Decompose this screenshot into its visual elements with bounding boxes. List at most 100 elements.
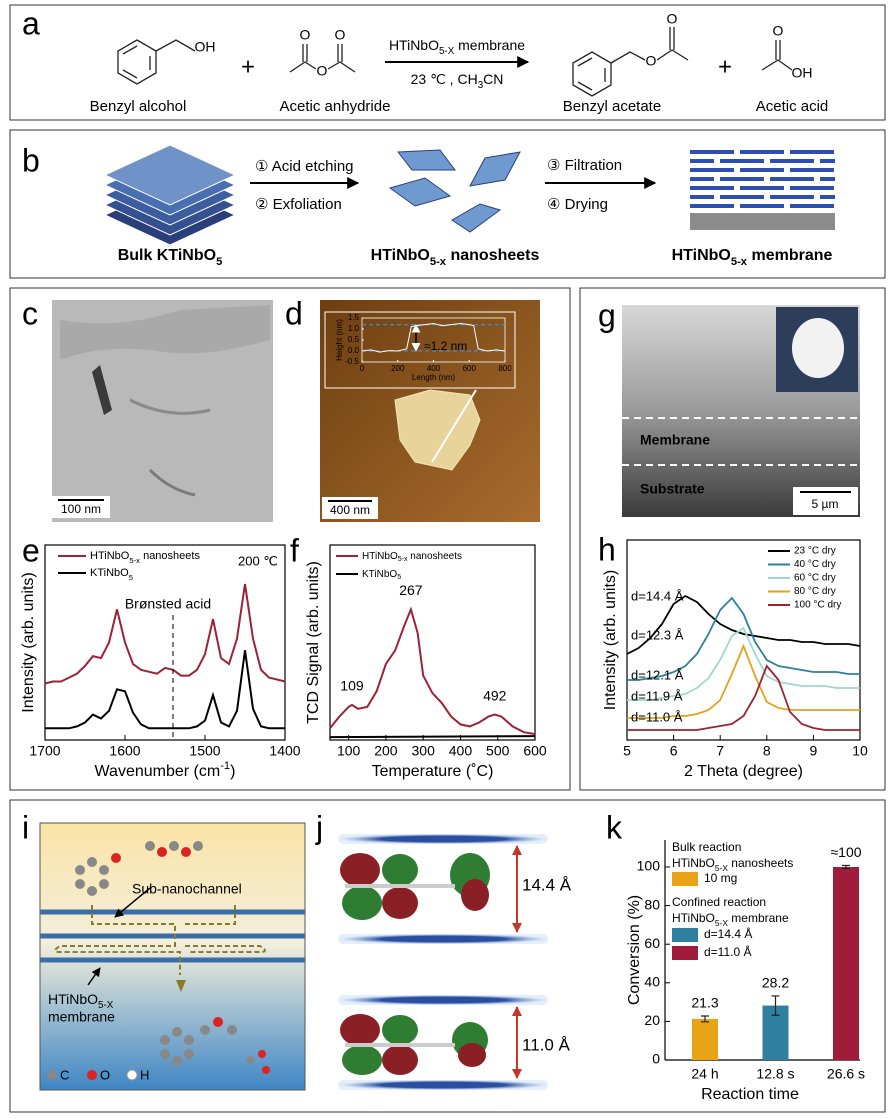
flake-edge	[129, 398, 211, 415]
membrane-illustration	[690, 150, 835, 230]
script-part: 3	[478, 80, 484, 91]
orbital-lobe	[461, 879, 489, 911]
script-part: 5	[216, 256, 222, 268]
x-tick-label: 400	[449, 743, 473, 759]
nanosheet-layer	[338, 834, 548, 844]
x-tick-label: 10	[852, 743, 868, 759]
y-tick-label: 40	[644, 974, 660, 990]
atom-legend-label: C	[60, 1067, 69, 1082]
orbital-lobe	[382, 854, 418, 886]
script-part: 5-X	[715, 918, 728, 928]
molecule-structures	[117, 27, 793, 97]
text-part: Wavenumber (cm	[95, 763, 221, 780]
atom	[262, 1066, 270, 1074]
text-part: HTiNbO	[48, 991, 98, 1007]
text-part: membrane	[728, 911, 789, 925]
legend-header: HTiNbO5-X nanosheets	[672, 856, 793, 873]
text-part: HTiNbO	[90, 550, 130, 562]
atom-label: OH	[792, 65, 813, 81]
atom	[169, 841, 179, 851]
panel-label: g	[598, 297, 616, 333]
atom	[200, 1025, 210, 1035]
script-part: 5	[129, 573, 133, 582]
annotation: 200 ℃	[238, 553, 278, 568]
atom	[172, 1056, 182, 1066]
flake	[60, 305, 270, 360]
data-line	[626, 594, 861, 655]
d-spacing-label: d=12.3 Å	[631, 627, 684, 642]
data-line	[627, 664, 860, 731]
x-tick-label: 7	[716, 743, 724, 759]
flake-edge	[92, 365, 112, 415]
x-tick-label: 100	[337, 743, 361, 759]
atom	[184, 1035, 194, 1045]
script-part: 5-x	[731, 256, 748, 268]
tem-image	[52, 300, 273, 522]
panel-label: a	[22, 5, 40, 41]
process-step: ④ Drying	[547, 196, 608, 213]
plot-frame	[329, 544, 536, 741]
pointer-arrow	[87, 967, 101, 986]
compound-name: Benzyl acetate	[563, 98, 661, 115]
x-tick-label: 600	[523, 743, 547, 759]
data-line	[329, 735, 536, 739]
peak-label: 109	[340, 678, 364, 694]
scale-bar-box	[52, 496, 110, 518]
d-spacing-label: d=11.0 Å	[631, 709, 683, 724]
atom	[258, 1050, 266, 1058]
plus-sign: +	[241, 53, 255, 80]
x-tick-label: 600	[463, 364, 477, 373]
x-tick-label: 800	[498, 364, 512, 373]
legend-label: HTiNbO5-x nanosheets	[362, 551, 462, 564]
scale-bar-box	[322, 497, 378, 519]
legend-label: 80 °C dry	[794, 586, 836, 597]
x-tick-label: 26.6 s	[827, 1066, 865, 1082]
panel-label: e	[22, 532, 40, 568]
legend-label: d=14.4 Å	[704, 926, 752, 941]
text-part: nanosheets	[446, 247, 539, 264]
annotation: ≈1.2 nm	[424, 339, 467, 353]
diffusion-path	[54, 905, 266, 975]
material-label: Bulk KTiNbO5	[118, 247, 223, 268]
atom-legend-c	[47, 1070, 57, 1080]
x-tick-label: 12.8 s	[756, 1066, 794, 1082]
nanosheet-layer	[338, 995, 548, 1005]
process-step: ① Acid etching	[255, 158, 354, 175]
sem-image	[622, 305, 860, 517]
substrate	[690, 213, 835, 230]
membrane-label: membrane	[48, 1009, 115, 1025]
atom-legend-label: O	[100, 1067, 110, 1082]
panel-frame	[9, 129, 886, 279]
text-part: HTiNbO	[362, 551, 398, 562]
orbital-lobe	[382, 1045, 418, 1075]
atom	[160, 1049, 170, 1059]
panel-label: d	[285, 295, 303, 331]
reaction-catalyst: HTiNbO5-X membrane	[389, 37, 525, 57]
panel-frame	[579, 287, 886, 791]
nanosheet	[388, 177, 452, 207]
peak-label: 267	[399, 582, 423, 598]
x-axis-label: Length (nm)	[412, 373, 455, 382]
compound-name: Benzyl alcohol	[90, 98, 187, 115]
x-tick-label: 1500	[189, 743, 220, 759]
nanosheets	[388, 149, 521, 233]
y-tick-label: 0	[652, 1051, 660, 1067]
panel-label: j	[315, 809, 323, 845]
orbital-lobe	[342, 886, 382, 920]
panel-label: c	[22, 295, 38, 331]
y-tick-label: 80	[644, 896, 660, 912]
bond	[289, 44, 356, 73]
double-bonds	[577, 57, 606, 91]
y-tick-label: 60	[644, 935, 660, 951]
atom	[75, 879, 85, 889]
atom	[157, 847, 167, 857]
legend-header: HTiNbO5-X membrane	[672, 911, 789, 928]
value-label: 28.2	[762, 975, 789, 991]
data-line	[361, 322, 506, 353]
profile-line	[431, 389, 477, 463]
bond	[761, 40, 793, 71]
bar	[692, 1018, 718, 1060]
data-line	[329, 606, 536, 736]
orbital-diagram	[338, 834, 548, 1090]
panel-label: k	[606, 809, 623, 845]
